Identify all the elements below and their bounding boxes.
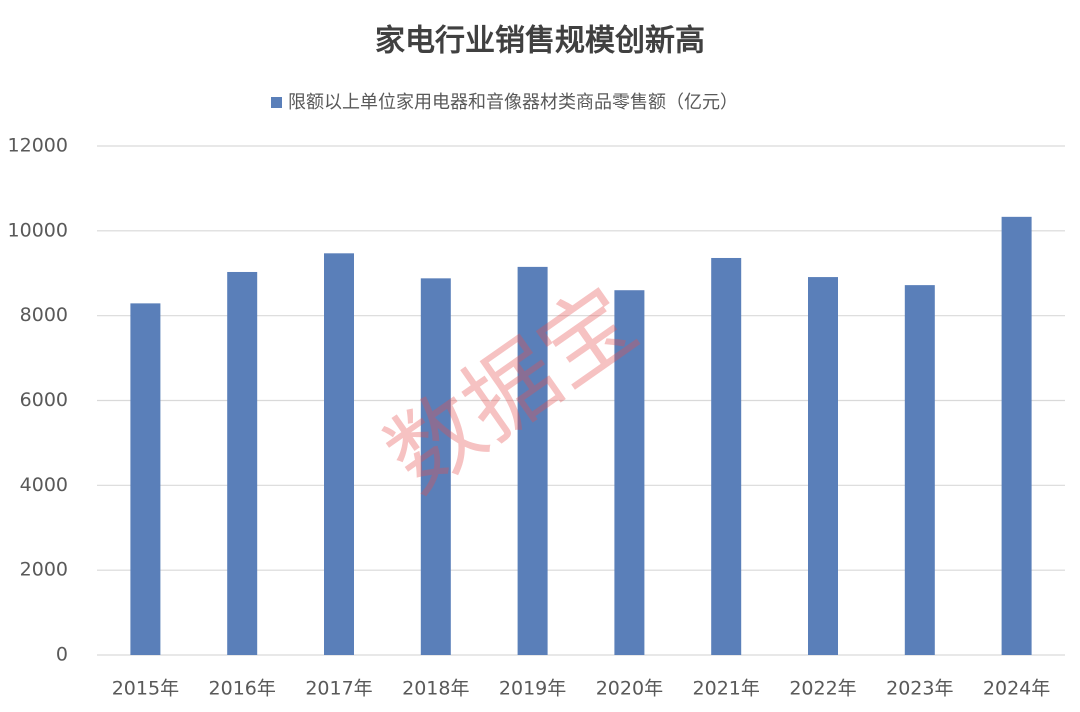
bar <box>808 277 838 655</box>
x-tick-label: 2020年 <box>596 678 663 700</box>
y-tick-label: 2000 <box>20 559 68 581</box>
x-tick-label: 2023年 <box>886 678 953 700</box>
x-tick-label: 2019年 <box>499 678 566 700</box>
legend-swatch <box>271 97 282 108</box>
x-tick-label: 2021年 <box>693 678 760 700</box>
bar <box>1001 216 1032 656</box>
x-tick-label: 2016年 <box>209 678 276 700</box>
bar <box>614 290 645 655</box>
legend-label: 限额以上单位家用电器和音像器材类商品零售额（亿元） <box>288 92 738 113</box>
bar <box>420 278 451 655</box>
y-tick-label: 12000 <box>8 135 68 157</box>
bar <box>227 271 258 655</box>
y-tick-label: 10000 <box>8 219 68 241</box>
x-tick-label: 2018年 <box>402 678 469 700</box>
x-tick-label: 2017年 <box>305 678 372 700</box>
y-tick-label: 0 <box>56 644 68 666</box>
x-tick-label: 2022年 <box>789 678 856 700</box>
bar <box>130 303 161 655</box>
bar <box>517 266 548 655</box>
x-tick-label: 2015年 <box>112 678 179 700</box>
bar <box>324 253 354 656</box>
y-tick-label: 4000 <box>20 474 68 496</box>
x-tick-label: 2024年 <box>983 678 1050 700</box>
y-tick-label: 6000 <box>20 389 68 411</box>
y-tick-label: 8000 <box>20 304 68 326</box>
plot-area: 0 2000 4000 6000 8000 10000 12000 限额以上单位家用电器和音像… <box>8 92 1065 700</box>
bar <box>711 257 742 655</box>
chart-title: 家电行业销售规模创新高 <box>375 24 705 59</box>
bar <box>904 285 935 655</box>
